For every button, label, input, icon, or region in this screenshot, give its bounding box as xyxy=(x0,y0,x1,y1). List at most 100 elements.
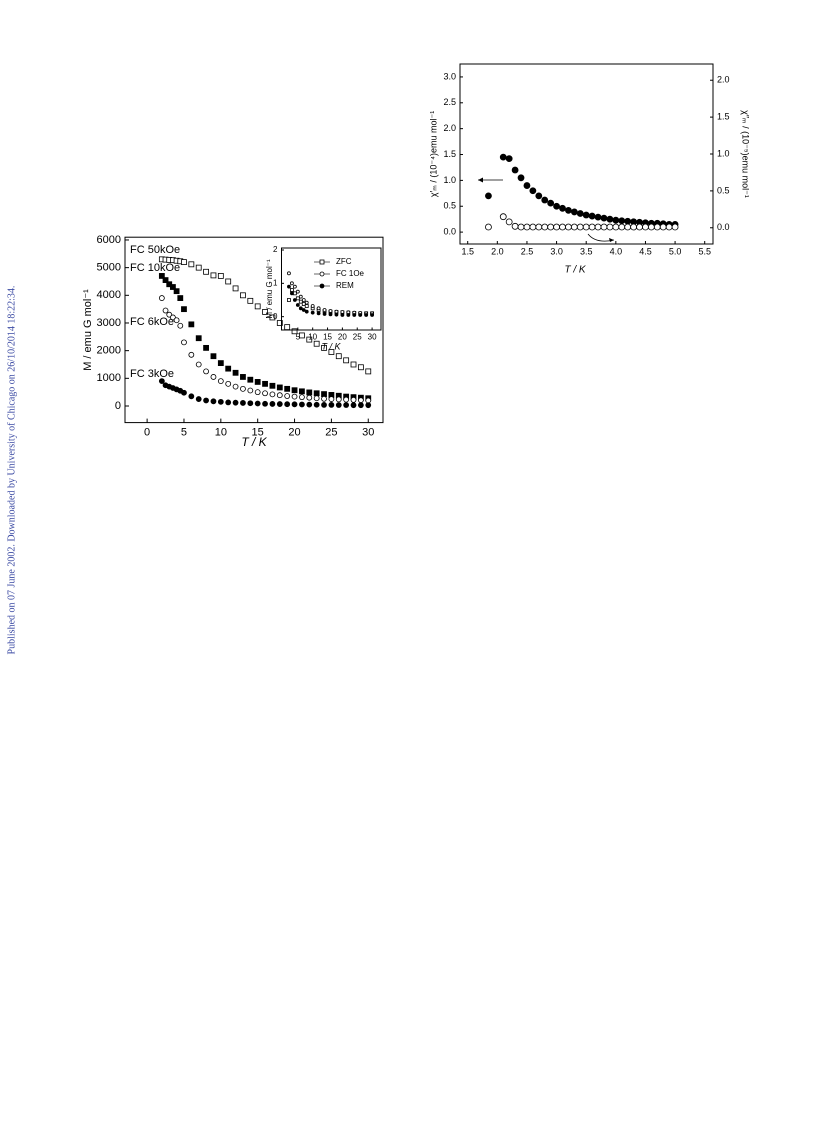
marker xyxy=(485,223,492,231)
marker xyxy=(276,384,283,391)
marker xyxy=(624,217,632,225)
x-tick-label: 5.5 xyxy=(698,246,711,256)
marker xyxy=(511,166,519,174)
marker xyxy=(553,202,560,210)
x-axis-label: T / K xyxy=(564,265,586,276)
marker xyxy=(295,303,300,307)
marker xyxy=(276,392,283,399)
marker xyxy=(292,291,297,296)
marker xyxy=(210,374,217,380)
marker xyxy=(600,223,608,231)
x-tick-label: 10 xyxy=(308,332,317,341)
marker xyxy=(181,306,187,313)
marker xyxy=(162,277,169,283)
marker xyxy=(203,368,209,375)
y-tick-label: 2 xyxy=(273,245,278,254)
marker xyxy=(316,311,321,316)
marker xyxy=(225,278,232,285)
y-tick-label: 3.0 xyxy=(443,71,456,81)
x-tick-label: 15 xyxy=(323,332,332,341)
y-tick-label: 2.5 xyxy=(443,97,456,107)
marker xyxy=(232,369,239,376)
marker xyxy=(240,374,246,380)
marker xyxy=(292,284,297,289)
y-tick-label: 1 xyxy=(273,278,278,287)
marker xyxy=(232,383,239,390)
marker xyxy=(582,223,590,231)
marker xyxy=(306,394,313,401)
y-tick-label: 0 xyxy=(115,400,121,412)
y-tick-label: 2.0 xyxy=(443,123,456,133)
marker xyxy=(177,322,184,329)
plot-frame xyxy=(124,236,384,424)
marker xyxy=(298,294,303,299)
marker xyxy=(364,313,369,317)
marker xyxy=(328,349,335,355)
marker xyxy=(547,223,555,231)
marker xyxy=(365,397,372,404)
y-axis-label: χ′ₘ / (10⁻⁴)emu mol⁻¹ xyxy=(428,111,438,197)
marker xyxy=(316,306,321,311)
marker xyxy=(262,309,268,315)
marker xyxy=(289,291,294,296)
marker xyxy=(299,388,305,395)
marker xyxy=(365,402,372,409)
x-tick-label: 25 xyxy=(325,426,337,438)
marker xyxy=(291,393,298,400)
marker xyxy=(203,344,209,351)
marker xyxy=(295,296,300,301)
marker xyxy=(262,380,268,387)
marker xyxy=(642,223,649,231)
legend-marker xyxy=(319,259,325,265)
marker xyxy=(240,292,246,299)
marker xyxy=(606,215,614,223)
marker xyxy=(284,385,291,392)
marker xyxy=(295,289,300,294)
marker xyxy=(269,382,276,389)
marker xyxy=(247,297,254,304)
marker xyxy=(365,368,372,375)
marker xyxy=(582,211,590,219)
y2-tick-label: 1.0 xyxy=(717,148,730,158)
marker xyxy=(304,304,309,308)
marker xyxy=(328,396,335,402)
marker xyxy=(350,361,357,368)
marker xyxy=(203,397,209,404)
marker xyxy=(321,401,327,408)
marker xyxy=(313,390,320,397)
x-tick-label: 25 xyxy=(353,332,362,341)
x-tick-label: 1.5 xyxy=(461,246,474,256)
marker xyxy=(335,396,342,403)
y-tick-label: 0.5 xyxy=(443,201,456,211)
legend-marker xyxy=(319,271,325,277)
y-tick-label: 1000 xyxy=(97,372,121,384)
marker xyxy=(310,304,315,308)
x-tick-label: 4.5 xyxy=(639,246,652,256)
marker xyxy=(541,223,549,231)
y-tick-label: 0 xyxy=(273,312,278,321)
marker xyxy=(188,321,195,328)
series-label: FC 6kOe xyxy=(130,316,174,328)
marker xyxy=(173,288,180,295)
marker xyxy=(162,307,169,314)
y-tick-label: 2000 xyxy=(97,345,121,357)
marker xyxy=(177,295,184,301)
marker xyxy=(254,400,261,407)
marker xyxy=(559,223,566,231)
marker xyxy=(195,264,202,271)
marker xyxy=(334,312,339,317)
marker xyxy=(535,223,543,231)
marker xyxy=(170,284,176,290)
marker xyxy=(340,310,345,314)
marker xyxy=(588,212,596,220)
marker xyxy=(299,332,305,339)
marker xyxy=(181,259,187,266)
marker xyxy=(217,378,224,384)
marker xyxy=(225,365,232,372)
marker xyxy=(588,223,596,231)
marker xyxy=(335,353,342,360)
marker xyxy=(340,313,345,317)
marker xyxy=(535,192,543,200)
y-tick-label: 3000 xyxy=(97,317,121,329)
x-tick-label: 2.5 xyxy=(521,246,534,256)
